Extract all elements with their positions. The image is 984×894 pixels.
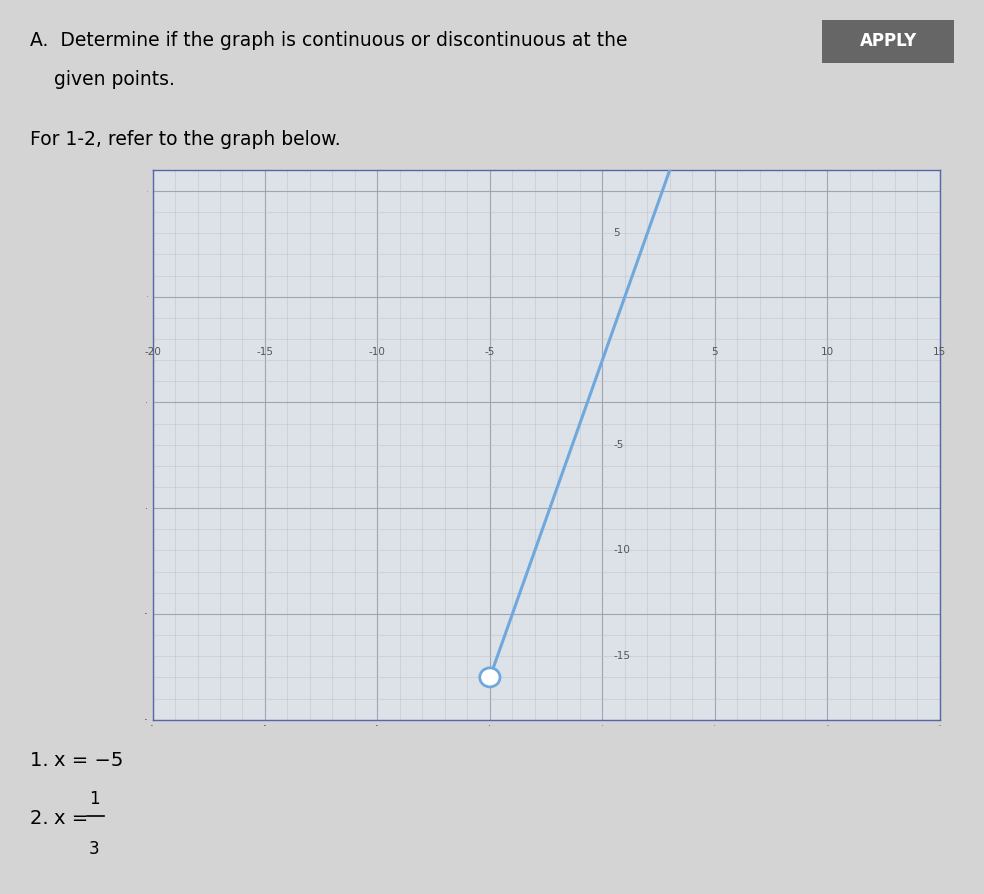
Text: x =: x = bbox=[54, 809, 94, 828]
Text: 1: 1 bbox=[90, 790, 99, 808]
Text: 2.: 2. bbox=[30, 809, 61, 828]
Text: -20: -20 bbox=[144, 348, 161, 358]
Text: 5: 5 bbox=[711, 348, 718, 358]
Text: -5: -5 bbox=[614, 440, 624, 450]
Text: 5: 5 bbox=[614, 228, 620, 239]
Circle shape bbox=[480, 668, 500, 687]
Text: x = −5: x = −5 bbox=[54, 751, 124, 770]
FancyBboxPatch shape bbox=[811, 16, 965, 66]
Text: -15: -15 bbox=[614, 651, 631, 662]
Text: A.  Determine if the graph is continuous or discontinuous at the: A. Determine if the graph is continuous … bbox=[30, 31, 627, 50]
Text: 10: 10 bbox=[821, 348, 833, 358]
Text: 15: 15 bbox=[933, 348, 947, 358]
Text: -15: -15 bbox=[257, 348, 274, 358]
Text: For 1-2, refer to the graph below.: For 1-2, refer to the graph below. bbox=[30, 130, 340, 148]
Text: -10: -10 bbox=[369, 348, 386, 358]
Text: -5: -5 bbox=[485, 348, 495, 358]
Text: APPLY: APPLY bbox=[859, 32, 917, 50]
Text: given points.: given points. bbox=[30, 70, 174, 89]
Text: 3: 3 bbox=[90, 840, 99, 858]
Text: 1.: 1. bbox=[30, 751, 61, 770]
Text: -10: -10 bbox=[614, 545, 631, 555]
